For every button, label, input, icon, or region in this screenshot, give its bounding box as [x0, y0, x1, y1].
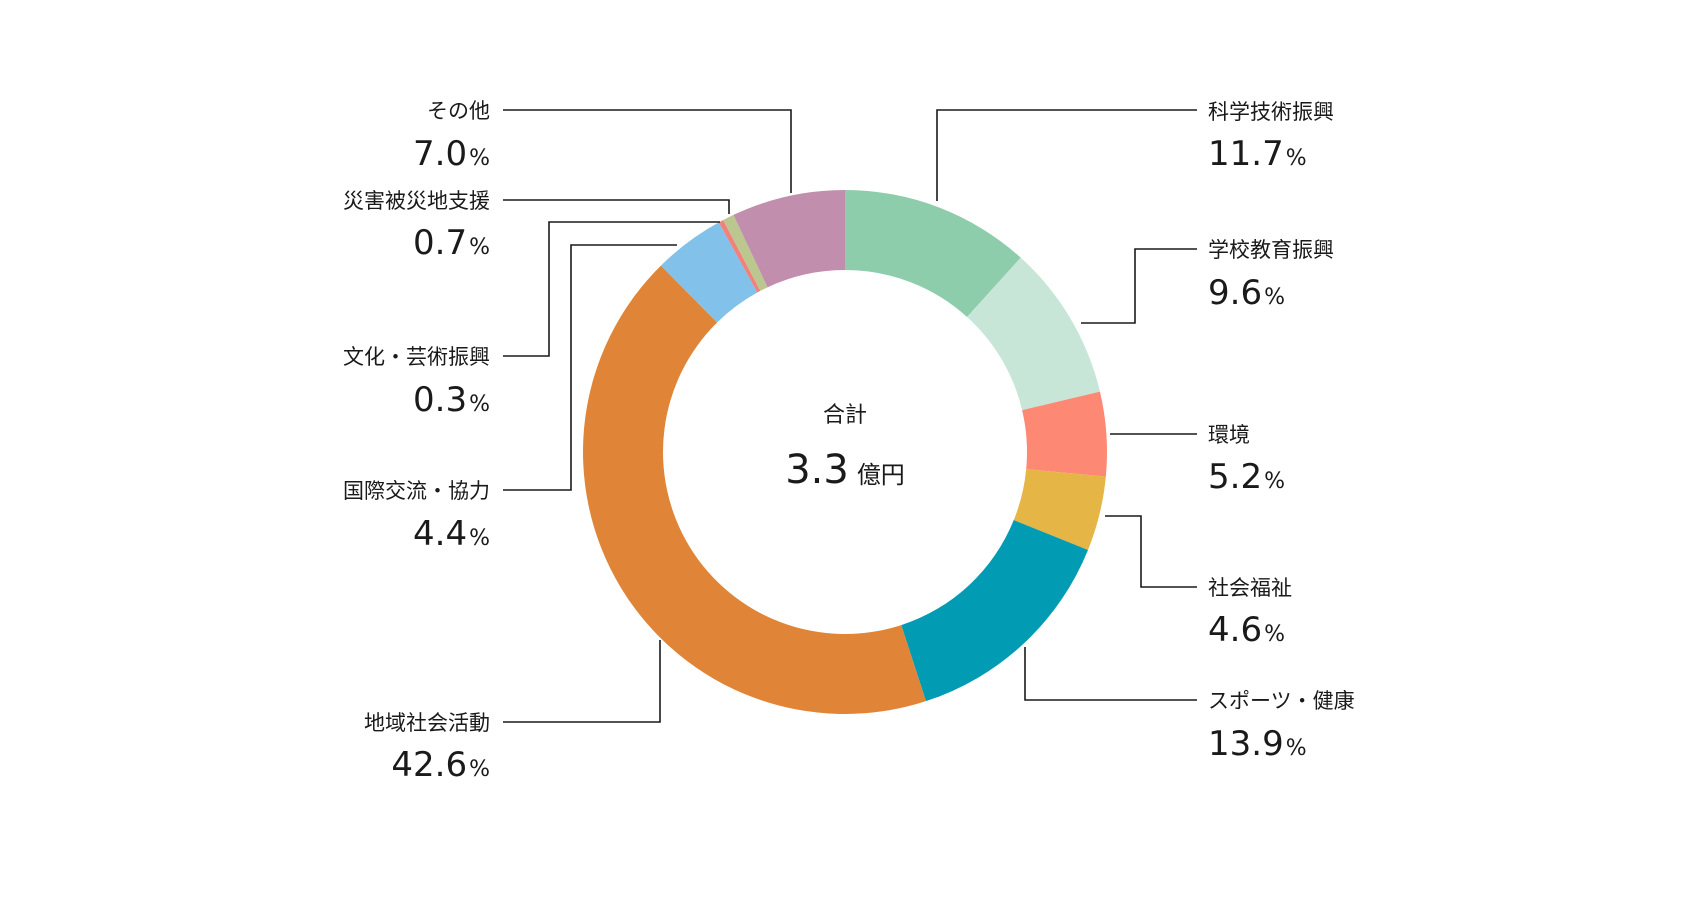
- slice-3: [1013, 469, 1106, 550]
- center-total: 合計 3.3 億円: [785, 403, 905, 493]
- slice-1: [967, 257, 1100, 411]
- leader-line-3: [1105, 515, 1197, 588]
- center-unit: 億円: [857, 461, 905, 489]
- donut-slices: [583, 190, 1107, 714]
- leader-line-9: [503, 109, 792, 193]
- slice-8: [723, 214, 768, 291]
- slice-label-3: 社会福祉: [1208, 576, 1292, 600]
- center-total-value: 3.3 億円: [785, 447, 905, 493]
- leader-lines: [503, 109, 1197, 723]
- leader-line-0: [936, 109, 1197, 201]
- slice-5: [583, 265, 926, 714]
- leader-line-5: [503, 640, 661, 723]
- slice-value-7: 0.3%: [413, 380, 490, 420]
- slice-labels: 科学技術振興 11.7% 学校教育振興 9.6% 環境 5.2% 社会福祉 4.6% スポーツ・…: [343, 99, 1355, 785]
- slice-label-7: 文化・芸術振興: [343, 345, 490, 369]
- slice-value-2: 5.2%: [1208, 457, 1285, 497]
- leader-line-7: [503, 221, 720, 357]
- slice-value-6: 4.4%: [413, 514, 490, 554]
- slice-label-5: 地域社会活動: [364, 711, 490, 735]
- slice-6: [660, 222, 758, 323]
- leader-line-6: [503, 244, 677, 491]
- slice-7: [718, 220, 761, 293]
- center-title: 合計: [823, 403, 867, 428]
- slice-value-5: 42.6%: [391, 745, 490, 785]
- slice-label-2: 環境: [1208, 423, 1250, 447]
- leader-line-4: [1024, 647, 1197, 701]
- center-value: 3.3: [785, 447, 849, 493]
- slice-9: [733, 190, 845, 288]
- slice-label-6: 国際交流・協力: [343, 479, 490, 503]
- slice-label-4: スポーツ・健康: [1208, 689, 1355, 713]
- slice-2: [1022, 391, 1107, 477]
- slice-label-9: その他: [427, 99, 490, 123]
- leader-line-8: [503, 199, 730, 214]
- slice-value-0: 11.7%: [1208, 134, 1307, 174]
- slice-label-0: 科学技術振興: [1208, 100, 1334, 124]
- slice-value-9: 7.0%: [413, 134, 490, 174]
- slice-label-8: 災害被災地支援: [343, 189, 490, 213]
- slice-value-8: 0.7%: [413, 223, 490, 263]
- leader-line-1: [1081, 248, 1197, 324]
- slice-0: [845, 190, 1021, 318]
- slice-4: [901, 520, 1088, 702]
- slice-value-1: 9.6%: [1208, 273, 1285, 313]
- slice-value-4: 13.9%: [1208, 724, 1307, 764]
- slice-value-3: 4.6%: [1208, 610, 1285, 650]
- slice-label-1: 学校教育振興: [1208, 238, 1334, 262]
